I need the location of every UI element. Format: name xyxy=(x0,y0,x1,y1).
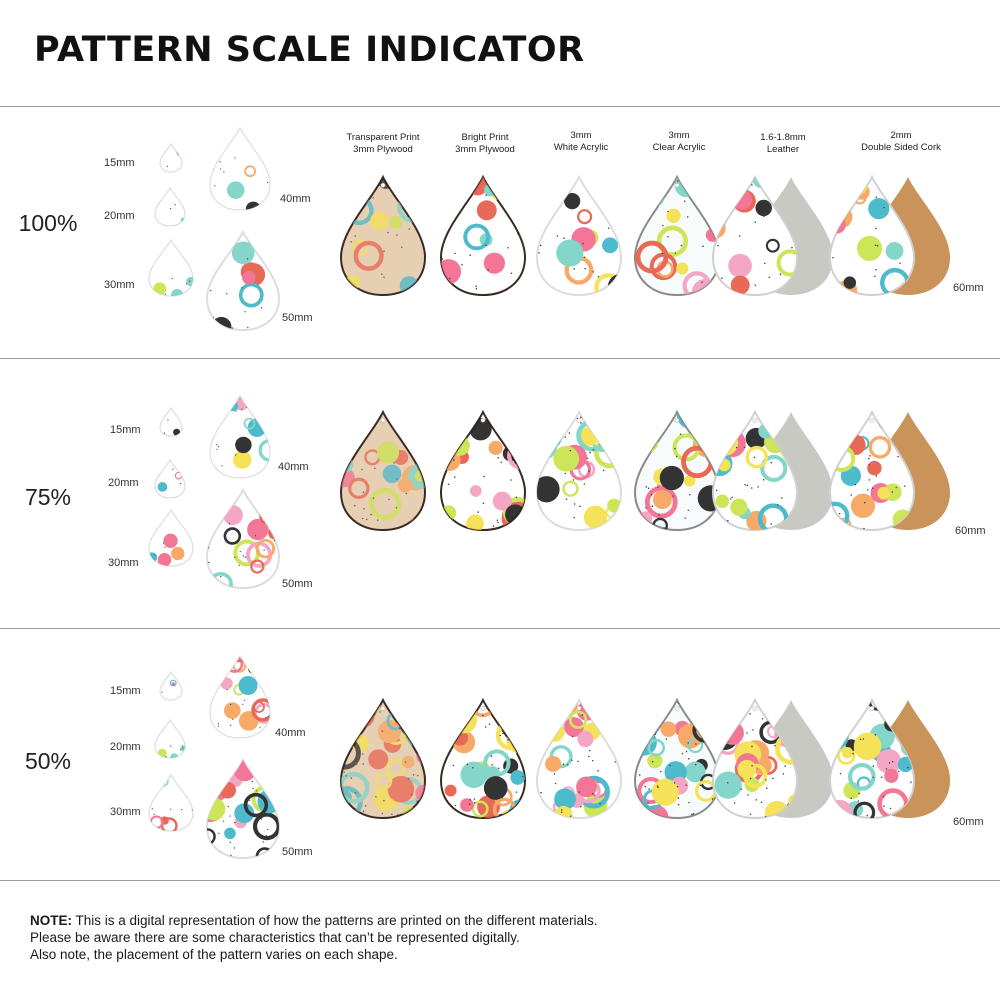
teardrop-pendant xyxy=(439,697,527,820)
teardrop-pendant xyxy=(159,406,183,437)
size-label: 40mm xyxy=(278,461,309,473)
scale-label: 75% xyxy=(24,484,72,510)
teardrop-pendant xyxy=(148,238,194,297)
size-label: 50mm xyxy=(282,312,313,324)
teardrop-pendant xyxy=(159,142,183,173)
size-label: 50mm xyxy=(282,578,313,590)
note-line: Also note, the placement of the pattern … xyxy=(30,947,398,962)
teardrop-pendant xyxy=(159,670,183,701)
scale-label: 50% xyxy=(24,748,72,774)
teardrop-pendant xyxy=(205,487,281,590)
teardrop-pendant xyxy=(535,697,623,820)
teardrop-pendant xyxy=(828,409,951,532)
teardrop-pendant xyxy=(154,458,186,499)
teardrop-pendant xyxy=(439,174,527,297)
size-label: 20mm xyxy=(104,210,135,222)
material-header: 3mm Clear Acrylic xyxy=(652,130,706,153)
size-label: 20mm xyxy=(108,477,139,489)
size-label: 20mm xyxy=(110,741,141,753)
material-header: 2mm Double Sided Cork xyxy=(861,130,941,153)
teardrop-pendant xyxy=(209,394,271,479)
teardrop-pendant xyxy=(828,697,951,820)
teardrop-pendant xyxy=(209,126,271,211)
size-label: 60mm xyxy=(953,282,984,294)
teardrop-pendant xyxy=(633,174,721,297)
teardrop-pendant xyxy=(148,508,194,567)
teardrop-pendant xyxy=(711,409,834,532)
material-header: 1.6-1.8mm Leather xyxy=(760,132,806,155)
size-label: 60mm xyxy=(953,816,984,828)
scale-label: 100% xyxy=(18,210,78,236)
teardrop-pendant xyxy=(439,409,527,532)
page-title: PATTERN SCALE INDICATOR xyxy=(34,30,585,70)
size-label: 40mm xyxy=(280,193,311,205)
note: NOTE: This is a digital representation o… xyxy=(30,912,970,963)
teardrop-pendant xyxy=(154,186,186,227)
size-label: 40mm xyxy=(275,727,306,739)
teardrop-pendant xyxy=(535,409,623,532)
teardrop-pendant xyxy=(205,757,281,860)
note-line: This is a digital representation of how … xyxy=(72,913,598,928)
size-label: 60mm xyxy=(955,525,986,537)
divider xyxy=(0,358,1000,359)
teardrop-pendant xyxy=(209,654,271,739)
size-label: 30mm xyxy=(104,279,135,291)
teardrop-pendant xyxy=(633,697,721,820)
size-label: 30mm xyxy=(110,806,141,818)
teardrop-pendant xyxy=(711,174,834,297)
material-header: Bright Print 3mm Plywood xyxy=(455,132,515,155)
divider xyxy=(0,880,1000,881)
teardrop-pendant xyxy=(711,697,834,820)
material-header: Transparent Print 3mm Plywood xyxy=(346,132,420,155)
note-line: Please be aware there are some character… xyxy=(30,930,520,945)
teardrop-pendant xyxy=(148,773,194,832)
size-label: 30mm xyxy=(108,557,139,569)
material-header: 3mm White Acrylic xyxy=(553,130,609,153)
note-label: NOTE: xyxy=(30,913,72,928)
size-label: 15mm xyxy=(110,424,141,436)
teardrop-pendant xyxy=(154,718,186,759)
size-label: 50mm xyxy=(282,846,313,858)
size-label: 15mm xyxy=(110,685,141,697)
teardrop-pendant xyxy=(339,174,427,297)
teardrop-pendant xyxy=(339,697,427,820)
teardrop-pendant xyxy=(339,409,427,532)
divider xyxy=(0,628,1000,629)
size-label: 15mm xyxy=(104,157,135,169)
teardrop-pendant xyxy=(535,174,623,297)
divider xyxy=(0,106,1000,107)
teardrop-pendant xyxy=(205,229,281,332)
teardrop-pendant xyxy=(828,174,951,297)
